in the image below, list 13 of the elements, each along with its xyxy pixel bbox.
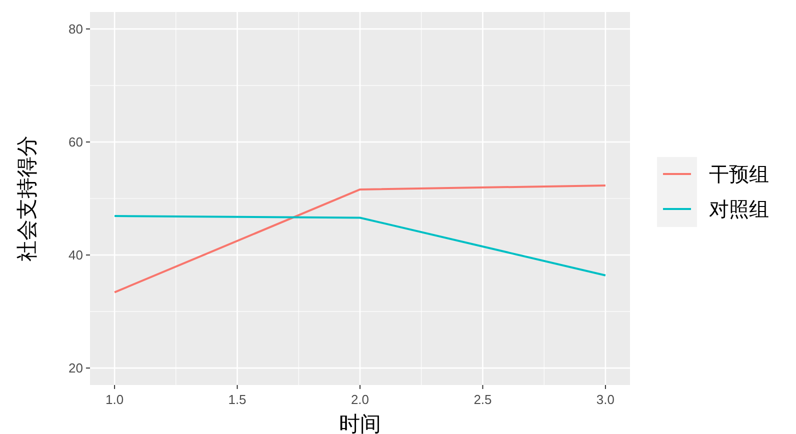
legend-label: 干预组 (709, 164, 769, 186)
y-tick-label: 40 (68, 248, 83, 263)
x-tick-label: 2.0 (350, 392, 370, 407)
y-tick-label: 80 (68, 21, 83, 36)
x-tick-label: 2.5 (474, 392, 492, 407)
y-axis-title: 社会支持得分 (16, 136, 39, 262)
y-tick-label: 60 (68, 134, 83, 150)
x-tick-label: 1.0 (106, 392, 124, 407)
x-tick-label: 3.0 (596, 392, 614, 407)
y-tick-label: 20 (68, 360, 83, 376)
legend-label: 对照组 (709, 199, 769, 221)
x-axis-title: 时间 (339, 413, 381, 434)
x-tick-label: 1.5 (228, 392, 246, 407)
